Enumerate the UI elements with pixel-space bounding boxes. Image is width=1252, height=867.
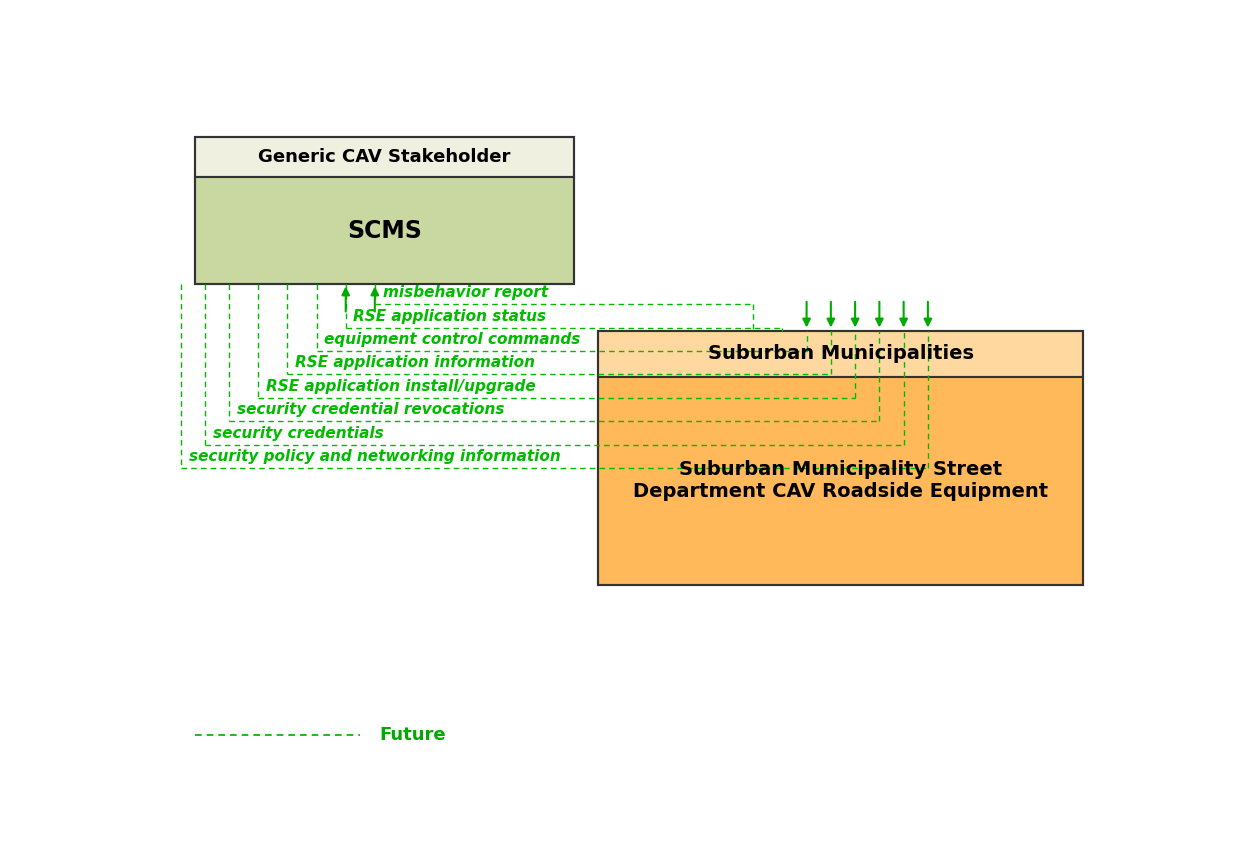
Bar bbox=[195, 137, 573, 177]
Text: SCMS: SCMS bbox=[347, 218, 422, 243]
Text: RSE application information: RSE application information bbox=[295, 355, 536, 370]
Bar bbox=[195, 137, 573, 284]
Text: RSE application status: RSE application status bbox=[353, 309, 547, 323]
Bar bbox=[598, 331, 1083, 584]
Text: RSE application install/upgrade: RSE application install/upgrade bbox=[267, 379, 536, 394]
Text: security credentials: security credentials bbox=[213, 426, 383, 440]
Bar bbox=[195, 177, 573, 284]
Text: security policy and networking information: security policy and networking informati… bbox=[189, 449, 560, 464]
Bar bbox=[598, 331, 1083, 376]
Bar bbox=[598, 376, 1083, 584]
Text: Generic CAV Stakeholder: Generic CAV Stakeholder bbox=[258, 148, 511, 166]
Text: security credential revocations: security credential revocations bbox=[237, 402, 505, 417]
Text: Suburban Municipalities: Suburban Municipalities bbox=[707, 344, 974, 363]
Text: Future: Future bbox=[379, 726, 446, 744]
Text: Suburban Municipality Street
Department CAV Roadside Equipment: Suburban Municipality Street Department … bbox=[634, 460, 1048, 501]
Text: misbehavior report: misbehavior report bbox=[383, 285, 547, 300]
Text: equipment control commands: equipment control commands bbox=[324, 332, 581, 347]
